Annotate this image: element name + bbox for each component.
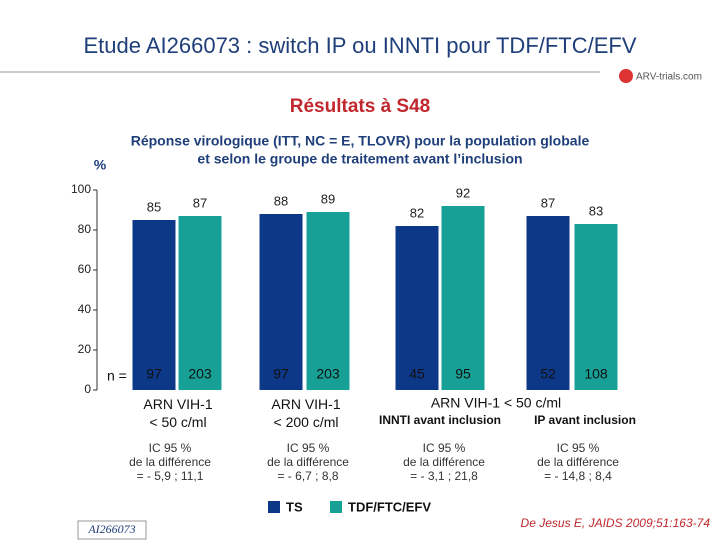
ci-label: IC 95 % de la différence = - 6,7 ; 8,8 [267, 441, 349, 483]
category-label: IP avant inclusion [534, 413, 636, 427]
chart-title: et selon le groupe de traitement avant l… [197, 151, 522, 167]
bar [259, 214, 303, 390]
n-caption: n = [107, 368, 127, 384]
study-box [77, 520, 147, 540]
bar [574, 224, 618, 390]
y-tick-label: 0 [84, 382, 91, 396]
value-label: 82 [410, 205, 424, 220]
citation: De Jesus E, JAIDS 2009;51:163-74 [521, 516, 711, 530]
n-label: 52 [540, 366, 556, 382]
ci-label: IC 95 % de la différence = - 3,1 ; 21,8 [403, 441, 485, 483]
chart-title: Réponse virologique (ITT, NC = E, TLOVR)… [131, 133, 590, 149]
legend-swatch [330, 501, 342, 513]
legend-label: TS [286, 499, 303, 514]
y-tick-label: 80 [78, 222, 92, 236]
n-label: 45 [409, 366, 425, 382]
legend-swatch [268, 501, 280, 513]
bar [178, 216, 222, 390]
bar [441, 206, 485, 390]
category-label: ARN VIH-1 < 50 c/ml [143, 396, 212, 430]
legend-label: TDF/FTC/EFV [348, 499, 431, 514]
y-tick-label: 20 [78, 342, 92, 356]
value-label: 92 [456, 185, 470, 200]
n-label: 95 [455, 366, 471, 382]
value-label: 83 [589, 203, 603, 218]
n-label: 108 [584, 366, 608, 382]
bar [132, 220, 176, 390]
value-label: 87 [541, 195, 555, 210]
y-tick-label: 60 [78, 262, 92, 276]
y-tick-label: 100 [71, 182, 91, 196]
bar [395, 226, 439, 390]
bar [526, 216, 570, 390]
value-label: 85 [147, 199, 161, 214]
value-label: 88 [274, 193, 288, 208]
logo-icon [619, 69, 633, 83]
n-label: 203 [188, 366, 212, 382]
y-axis-label: % [94, 157, 107, 173]
group-label: ARN VIH-1 < 50 c/ml [431, 395, 561, 411]
n-label: 97 [146, 366, 162, 382]
bar [306, 212, 350, 390]
subtitle: Résultats à S48 [290, 96, 430, 117]
ci-label: IC 95 % de la différence = - 14,8 ; 8,4 [537, 441, 619, 483]
slide-title: Etude AI266073 : switch IP ou INNTI pour… [83, 33, 636, 58]
n-label: 203 [316, 366, 340, 382]
value-label: 89 [321, 191, 335, 206]
category-label: ARN VIH-1 < 200 c/ml [271, 396, 340, 430]
ci-label: IC 95 % de la différence = - 5,9 ; 11,1 [129, 441, 211, 483]
value-label: 87 [193, 195, 207, 210]
category-label: INNTI avant inclusion [379, 413, 501, 427]
y-tick-label: 40 [78, 302, 92, 316]
study-label: AI266073 [87, 522, 135, 536]
logo: ARV-trials.com [636, 72, 702, 83]
n-label: 97 [273, 366, 289, 382]
